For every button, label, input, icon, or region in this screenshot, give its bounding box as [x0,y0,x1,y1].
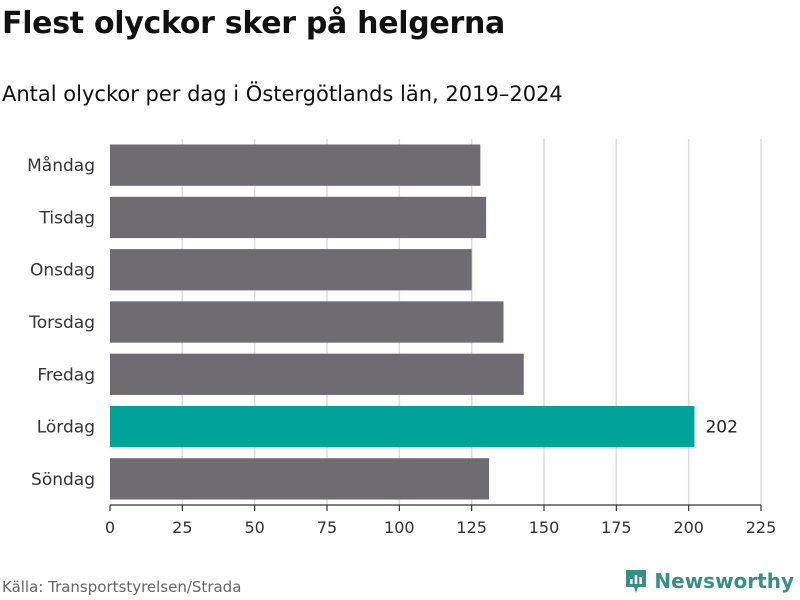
data-label: 202 [705,418,737,438]
brand-name: Newsworthy [654,569,794,593]
bar [110,353,524,395]
category-label: Torsdag [28,313,95,333]
source-note: Källa: Transportstyrelsen/Strada [2,578,242,596]
x-tick-label: 125 [456,518,487,537]
bar [110,458,490,500]
x-tick-label: 0 [105,518,115,537]
bar [110,301,504,343]
category-label: Söndag [31,470,95,490]
x-tick-label: 175 [601,518,632,537]
bar [110,196,487,239]
x-tick-label: 225 [746,518,777,537]
x-tick-label: 200 [673,518,704,537]
category-label: Tisdag [39,208,95,228]
x-tick-label: 100 [384,518,415,537]
category-label: Måndag [27,155,95,176]
category-label: Fredag [37,365,95,385]
brand-logo: Newsworthy [624,568,794,594]
category-label: Onsdag [30,261,95,281]
x-tick-label: 50 [244,518,264,537]
chart-subtitle: Antal olyckor per dag i Östergötlands lä… [2,82,563,106]
category-label: Lördag [37,418,95,438]
x-tick-label: 25 [172,518,192,537]
newsworthy-icon [626,570,647,593]
bar [110,405,695,448]
x-tick-label: 150 [529,518,560,537]
chart-title: Flest olyckor sker på helgerna [2,6,505,41]
bar [110,144,481,186]
x-tick-label: 75 [317,518,337,537]
bar [110,249,472,291]
